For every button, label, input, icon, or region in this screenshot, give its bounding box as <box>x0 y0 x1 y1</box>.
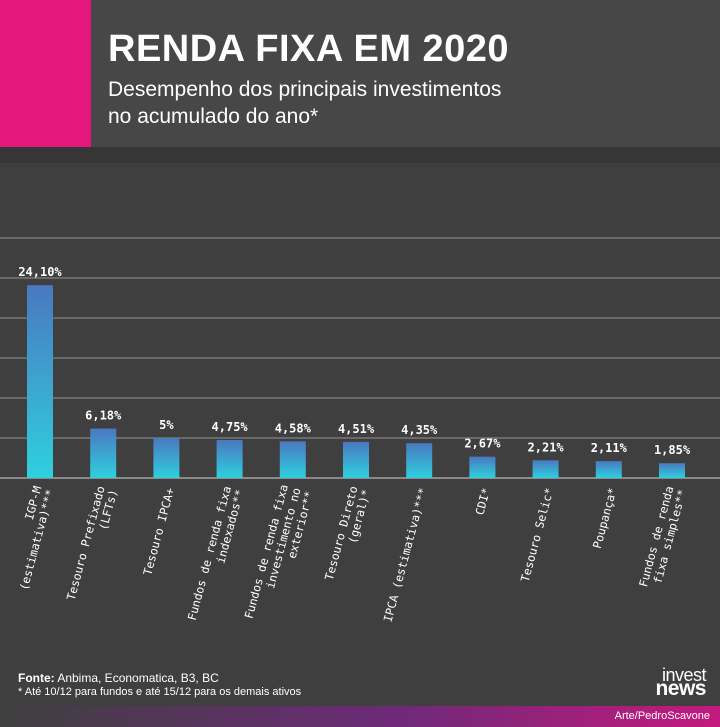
bar-value-label: 24,10% <box>18 265 62 279</box>
subtitle-line-2: no acumulado do ano* <box>108 105 319 128</box>
category-label: Fundos de renda fixaindexados** <box>185 485 247 626</box>
chart-bars <box>27 285 685 478</box>
bar <box>469 456 496 478</box>
page-title: RENDA FIXA EM 2020 <box>108 28 510 70</box>
bar-value-label: 1,85% <box>654 443 691 457</box>
bottom-bar <box>0 706 720 727</box>
bar-value-label: 4,75% <box>212 420 249 434</box>
bar-value-label: 6,18% <box>85 409 122 423</box>
bar <box>595 461 622 478</box>
credit: Arte/PedroScavone <box>614 710 710 722</box>
bar-value-label: 2,21% <box>528 440 565 454</box>
category-label: Fundos de rendafixa simples** <box>636 485 689 592</box>
category-label-line: Tesouro Prefixado <box>64 484 108 601</box>
page-subtitle: Desempenho dos principais investimentos … <box>108 76 628 130</box>
logo-line-2: news <box>655 677 706 700</box>
logo-line-1: invest <box>661 665 707 685</box>
subtitle-line-1: Desempenho dos principais investimentos <box>108 78 502 101</box>
source-text: Anbima, Economatica, B3, BC <box>54 671 219 685</box>
bar <box>343 441 369 478</box>
header-divider <box>0 147 720 163</box>
category-label-line: Poupança* <box>590 486 620 550</box>
bar-value-label: 4,35% <box>401 423 438 437</box>
chart-category-labels: IGP-M(estimativa)*** Tesouro Prefixado(LF… <box>4 483 689 627</box>
investnews-logo: invest news <box>626 665 707 700</box>
bar <box>532 460 559 478</box>
category-label-line: CDI* <box>472 486 493 516</box>
category-label-line: Tesouro IPCA+ <box>140 486 177 577</box>
category-label: Poupança* <box>590 486 620 550</box>
bar <box>659 463 685 478</box>
category-label: Fundos de renda fixainvestimento noexter… <box>242 483 316 627</box>
category-label: IPCA (estimativa)*** <box>381 486 430 623</box>
chart-value-labels: 24,10% 6,18% 5% 4,75% 4,58% 4,51% 4,35% 2,67% 2,… <box>18 265 691 457</box>
source-label: Fonte: <box>18 671 55 685</box>
category-label-line: IPCA (estimativa)*** <box>381 486 430 623</box>
category-label-line: Tesouro Selic* <box>518 486 557 583</box>
bar-value-label: 5% <box>159 418 174 432</box>
bar <box>27 285 53 478</box>
category-label: CDI* <box>472 486 493 516</box>
bar <box>90 428 117 478</box>
source-line: Fonte: Anbima, Economatica, B3, BC <box>18 671 219 685</box>
category-label: Tesouro Prefixado(LFTs) <box>64 484 121 605</box>
category-label: IGP-M(estimativa)*** <box>4 484 57 591</box>
footnote: * Até 10/12 para fundos e até 15/12 para… <box>18 686 302 698</box>
bar-chart: 24,10% 6,18% 5% 4,75% 4,58% 4,51% 4,35% 2,67% 2,… <box>0 237 720 627</box>
bar <box>216 440 243 478</box>
bar-value-label: 4,51% <box>338 422 375 436</box>
bar-value-label: 4,58% <box>275 421 312 435</box>
category-label: Tesouro Direto(geral)* <box>322 484 373 585</box>
accent-block <box>0 0 91 147</box>
category-label: Tesouro IPCA+ <box>140 486 177 577</box>
bar-value-label: 2,11% <box>591 441 628 455</box>
bar <box>279 441 306 478</box>
bar <box>153 438 180 478</box>
category-label: Tesouro Selic* <box>518 486 557 583</box>
header <box>0 0 720 147</box>
bar <box>406 443 433 478</box>
bar-value-label: 2,67% <box>464 437 501 451</box>
